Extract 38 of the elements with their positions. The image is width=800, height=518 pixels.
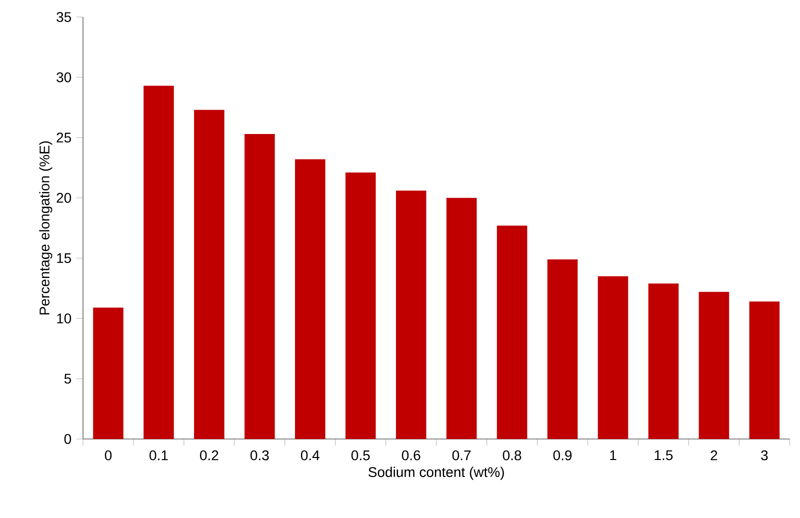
x-tick-label: 0.7 xyxy=(452,450,471,460)
bar xyxy=(144,86,174,439)
x-tick-label: 0.4 xyxy=(300,450,320,460)
x-tick-label: 0 xyxy=(104,450,112,460)
x-tick-label: 0.5 xyxy=(351,450,370,460)
x-axis-title: Sodium content (wt%) xyxy=(368,466,504,480)
y-tick-label: 35 xyxy=(56,12,72,22)
bar xyxy=(295,159,326,439)
y-tick-label: 0 xyxy=(64,434,72,444)
bar xyxy=(598,276,628,439)
x-tick-label: 0.2 xyxy=(200,450,218,460)
x-tick-label: 1 xyxy=(610,450,616,460)
y-tick-label: 15 xyxy=(57,253,72,264)
x-tick-label: 3 xyxy=(761,450,768,460)
x-tick-label: 2 xyxy=(710,450,718,460)
y-tick-label: 5 xyxy=(64,374,72,384)
y-axis-title: Percentage elongation (%E) xyxy=(39,141,52,314)
bar xyxy=(345,172,376,439)
y-tick-label: 10 xyxy=(57,313,72,324)
bar xyxy=(446,198,477,439)
bar xyxy=(93,308,124,439)
x-tick-label: 0.9 xyxy=(553,450,572,460)
bar xyxy=(648,283,679,439)
x-tick-label: 0.8 xyxy=(502,450,522,460)
y-tick-label: 25 xyxy=(56,132,72,143)
bar xyxy=(749,302,780,439)
bar xyxy=(698,292,730,439)
bar xyxy=(496,226,528,439)
bar xyxy=(194,110,224,439)
x-tick-label: 0.6 xyxy=(402,450,420,460)
y-tick-label: 30 xyxy=(56,72,72,82)
y-tick-label: 20 xyxy=(56,192,72,203)
bar xyxy=(547,259,578,439)
x-tick-label: 0.3 xyxy=(250,450,269,460)
bar xyxy=(396,190,426,439)
x-tick-label: 1.5 xyxy=(654,450,673,460)
x-tick-label: 0.1 xyxy=(150,450,168,460)
bar xyxy=(244,134,275,439)
